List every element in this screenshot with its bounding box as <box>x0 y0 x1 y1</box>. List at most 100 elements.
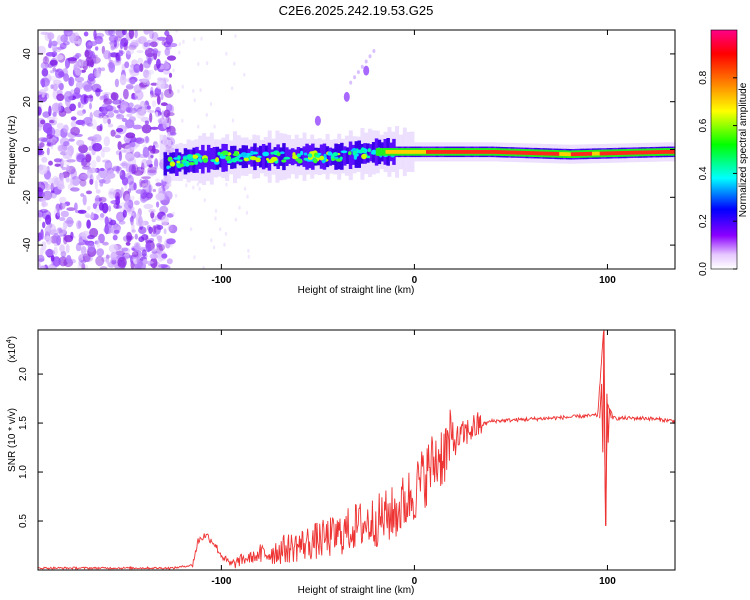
noise-blob <box>47 142 54 147</box>
band-core <box>209 148 214 170</box>
noise-blob <box>128 30 135 40</box>
noise-blob <box>85 154 92 163</box>
band-blob <box>280 151 285 154</box>
noise-blob <box>108 244 119 254</box>
noise-blob <box>102 115 108 124</box>
noise-speck <box>231 118 235 123</box>
noise-blob <box>52 232 60 244</box>
band-blob <box>182 160 188 164</box>
noise-blob <box>165 37 174 44</box>
noise-speck <box>213 124 216 129</box>
noise-blob <box>80 246 87 256</box>
colorbar-tick-label: 0.6 <box>698 118 709 132</box>
band-peak <box>420 150 423 154</box>
noise-blob <box>168 72 173 78</box>
noise-blob <box>122 247 130 254</box>
band-peak <box>553 151 556 156</box>
noise-blob <box>166 238 176 245</box>
band-blob <box>186 154 193 160</box>
band-blob <box>168 156 172 162</box>
noise-blob <box>94 35 104 45</box>
noise-blob <box>58 144 68 152</box>
band-blob <box>353 155 358 160</box>
noise-blob <box>93 67 102 79</box>
noise-blob <box>65 149 71 157</box>
noise-blob <box>92 134 102 143</box>
noise-blob <box>39 142 45 148</box>
noise-blob <box>130 195 135 201</box>
noise-blob <box>74 76 85 83</box>
noise-blob <box>152 188 156 193</box>
noise-blob <box>50 57 58 68</box>
band-peak <box>412 150 415 154</box>
colorbar-tick-label: 0.2 <box>698 214 709 228</box>
noise-blob <box>38 45 46 55</box>
noise-blob <box>58 256 68 267</box>
noise-speck <box>198 186 201 191</box>
noise-blob <box>167 224 174 232</box>
band-blob <box>166 165 170 170</box>
band-blob <box>183 157 188 160</box>
band-blob <box>192 154 199 159</box>
noise-blob <box>77 175 86 180</box>
band-blob <box>262 151 270 157</box>
noise-blob <box>47 263 57 269</box>
band-peak <box>460 150 463 154</box>
noise-blob <box>146 70 152 81</box>
noise-blob <box>109 191 114 195</box>
band-core <box>163 152 167 176</box>
noise-speck <box>224 231 228 236</box>
y-tick-label: 2.0 <box>18 367 29 381</box>
band-core <box>348 141 353 169</box>
band-peak <box>568 152 572 157</box>
band-peak <box>580 152 583 156</box>
noise-blob <box>134 137 143 143</box>
noise-blob <box>122 209 127 218</box>
noise-blob <box>59 196 67 204</box>
noise-speck <box>243 186 247 191</box>
band-peak <box>648 150 651 155</box>
noise-blob <box>128 255 133 259</box>
noise-blob <box>89 51 95 59</box>
noise-blob <box>121 118 127 122</box>
noise-blob <box>52 79 62 86</box>
noise-speck <box>238 205 241 210</box>
x-tick-label: -100 <box>211 275 231 286</box>
colorbar-tick-label: 0.8 <box>698 70 709 84</box>
streak-speck <box>368 54 372 59</box>
noise-blob <box>150 155 154 158</box>
band-peak <box>507 150 510 155</box>
noise-blob <box>108 35 119 43</box>
noise-blob <box>52 115 58 123</box>
band-blob <box>315 154 321 158</box>
band-blob <box>215 157 220 163</box>
noise-blob <box>65 176 70 183</box>
spectrogram-content <box>38 30 675 269</box>
noise-blob <box>115 30 125 38</box>
band-peak <box>673 150 675 154</box>
noise-blob <box>166 258 173 265</box>
noise-blob <box>58 102 63 112</box>
noise-blob <box>83 31 89 37</box>
noise-blob <box>124 151 135 162</box>
noise-blob <box>59 42 67 50</box>
noise-speck <box>246 194 249 199</box>
noise-blob <box>87 73 95 82</box>
noise-blob <box>44 32 52 42</box>
band-core <box>305 143 309 170</box>
noise-blob <box>75 119 85 126</box>
band-peak <box>622 151 626 155</box>
noise-speck <box>181 118 184 123</box>
x-tick-label: -100 <box>211 576 231 587</box>
colorbar-gradient <box>710 29 738 270</box>
noise-blob <box>115 250 126 256</box>
noise-blob <box>80 193 85 197</box>
noise-blob <box>58 83 64 89</box>
noise-blob <box>115 195 121 206</box>
noise-blob <box>169 104 175 114</box>
noise-blob <box>77 242 85 246</box>
noise-blob <box>96 125 103 132</box>
band-peak <box>605 151 608 156</box>
band-peak <box>636 150 639 155</box>
